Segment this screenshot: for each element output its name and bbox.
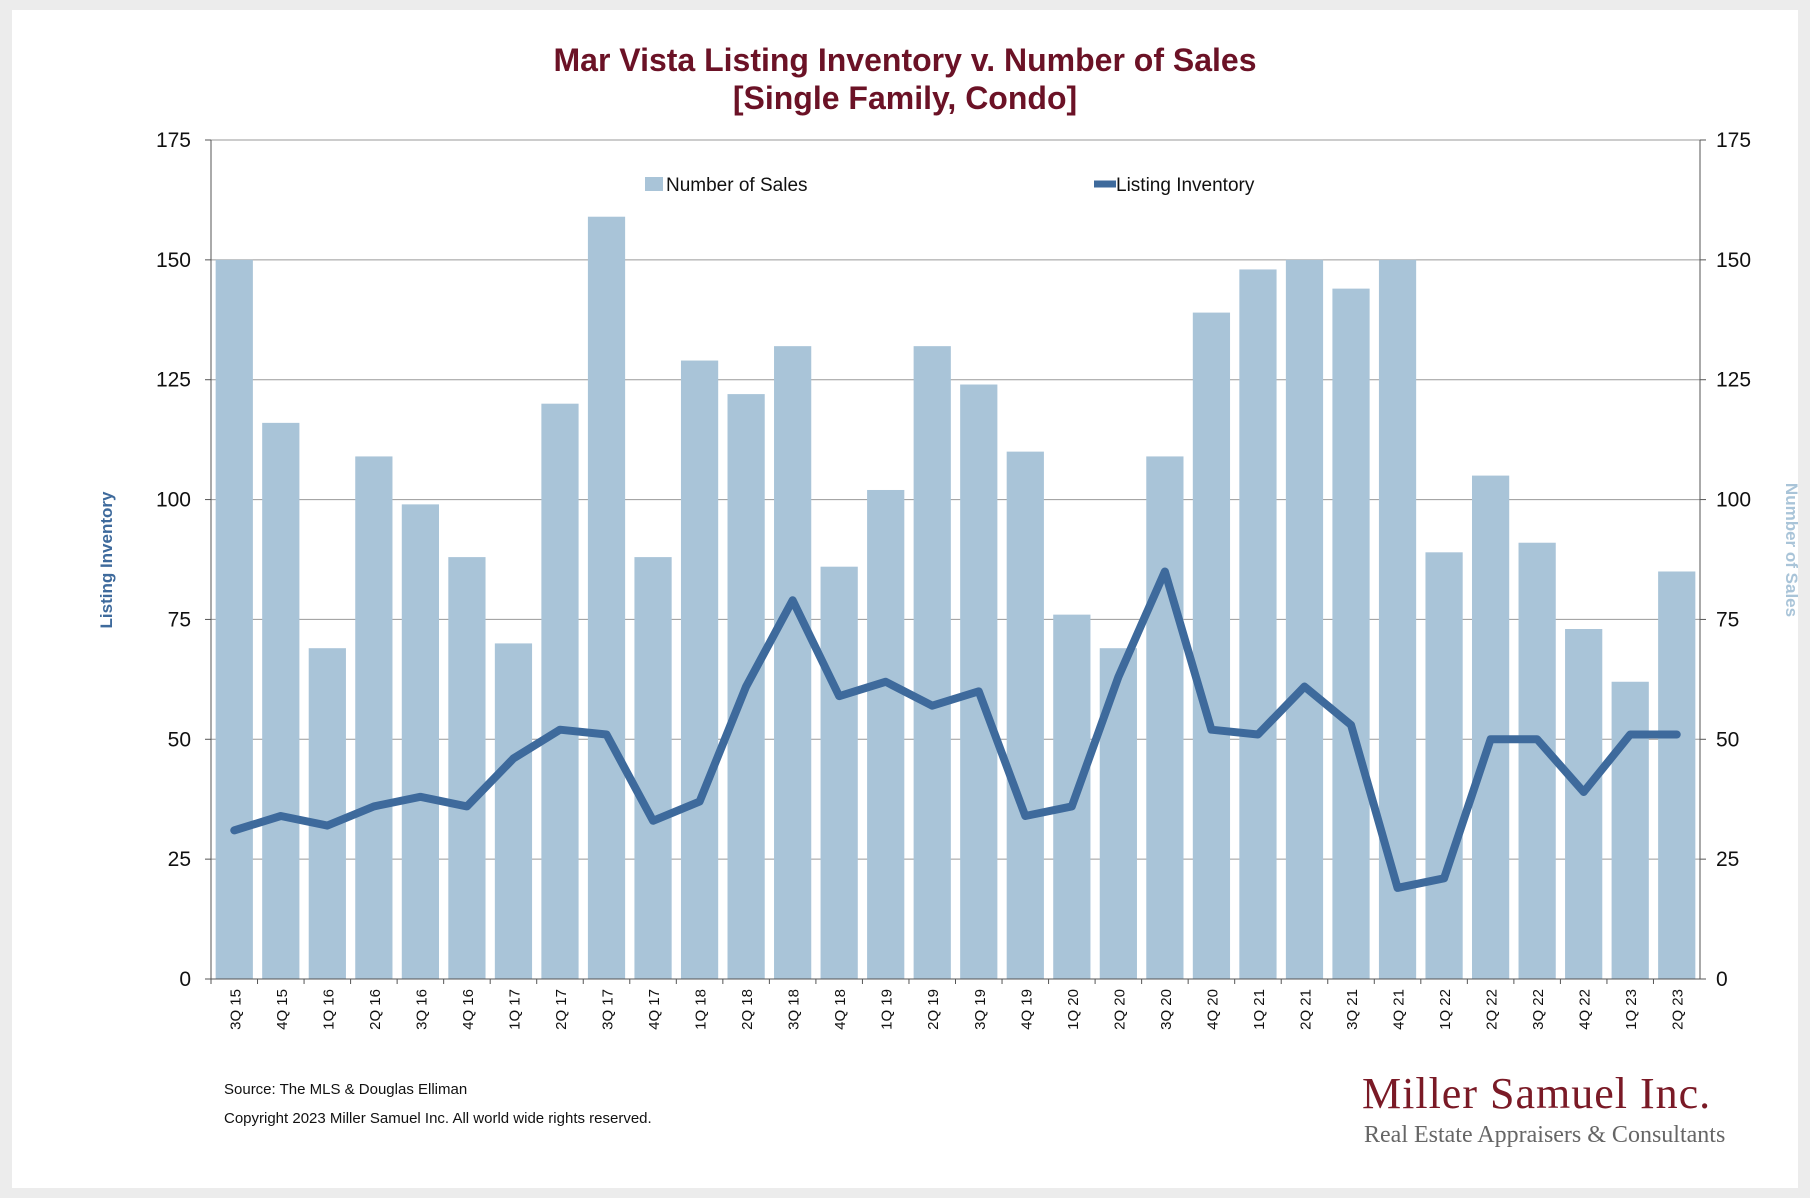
x-tick-label: 4Q 17: [646, 989, 663, 1030]
x-tick-label: 1Q 17: [506, 989, 523, 1030]
sales-bar: [1146, 456, 1184, 979]
sales-bar: [355, 456, 393, 979]
legend-sales-label: Number of Sales: [666, 175, 808, 196]
x-tick-label: 4Q 19: [1018, 989, 1035, 1030]
legend-sales-swatch: [645, 177, 663, 191]
x-tick-label: 2Q 16: [367, 989, 384, 1030]
inventory-line: [230, 567, 1681, 892]
sales-bar: [1658, 571, 1696, 979]
x-tick-label: 1Q 19: [879, 989, 896, 1030]
x-tick-label: 4Q 21: [1391, 989, 1408, 1030]
x-tick-label: 4Q 15: [274, 989, 291, 1030]
sales-bar: [448, 557, 486, 979]
x-tick-label: 2Q 19: [925, 989, 942, 1030]
x-tick-label: 2Q 17: [553, 989, 570, 1030]
right-tick-label: 175: [1716, 129, 1751, 152]
right-tick-label: 75: [1716, 608, 1739, 631]
x-tick-label: 3Q 15: [227, 989, 244, 1030]
sales-bar: [1518, 542, 1556, 979]
x-tick-label: 2Q 22: [1484, 989, 1501, 1030]
right-tick-label: 25: [1716, 848, 1739, 871]
left-tick-label: 175: [156, 129, 191, 152]
sales-bar: [634, 557, 672, 979]
x-tick-label: 3Q 18: [786, 989, 803, 1030]
x-tick-label: 3Q 20: [1158, 989, 1175, 1030]
x-tick-label: 1Q 18: [693, 989, 710, 1030]
right-tick-label: 0: [1716, 968, 1728, 991]
right-tick-label: 150: [1716, 249, 1751, 272]
left-tick-label: 150: [156, 249, 191, 272]
sales-bar: [1239, 269, 1277, 980]
sales-bar: [913, 346, 951, 979]
chart-subtitle: [Single Family, Condo]: [732, 80, 1078, 116]
sales-bar: [960, 384, 998, 980]
legend-inventory-label: Listing Inventory: [1116, 175, 1255, 196]
sales-bar: [1378, 259, 1417, 979]
left-tick-label: 75: [168, 608, 191, 631]
sales-bar: [867, 489, 905, 979]
right-tick-label: 125: [1716, 369, 1751, 392]
sales-bar: [680, 360, 719, 980]
sales-bar: [1006, 451, 1044, 980]
sales-bar: [1611, 681, 1649, 979]
sales-bar: [774, 346, 812, 979]
right-tick-label: 100: [1716, 489, 1751, 512]
x-tick-label: 1Q 16: [320, 989, 337, 1030]
sales-bar: [401, 504, 440, 979]
x-tick-label: 2Q 20: [1111, 989, 1128, 1030]
x-tick-label: 1Q 22: [1437, 989, 1454, 1030]
sales-bar: [215, 259, 253, 979]
x-tick-label: 4Q 20: [1204, 989, 1221, 1030]
y-axis-title: Listing Inventory: [97, 491, 116, 629]
left-tick-label: 0: [179, 968, 191, 991]
sales-bar: [541, 403, 579, 980]
sales-bar: [1471, 475, 1510, 979]
x-tick-label: 3Q 17: [600, 989, 617, 1030]
left-tick-label: 100: [156, 489, 191, 512]
x-tick-label: 3Q 21: [1344, 989, 1361, 1030]
x-tick-label: 2Q 23: [1670, 989, 1687, 1030]
copyright-note: Copyright 2023 Miller Samuel Inc. All wo…: [224, 1110, 652, 1127]
sales-bar: [587, 216, 626, 980]
source-note: Source: The MLS & Douglas Elliman: [224, 1081, 468, 1098]
x-tick-label: 4Q 18: [832, 989, 849, 1030]
left-tick-label: 125: [156, 369, 191, 392]
y2-axis-title: Number of Sales: [1782, 483, 1801, 617]
company-tagline: Real Estate Appraisers & Consultants: [1364, 1122, 1726, 1148]
x-tick-label: 4Q 16: [460, 989, 477, 1030]
sales-bar: [1285, 259, 1324, 979]
sales-bar: [1099, 648, 1137, 979]
sales-bar: [1192, 312, 1231, 979]
x-tick-label: 3Q 22: [1530, 989, 1547, 1030]
x-tick-label: 4Q 22: [1577, 989, 1594, 1030]
sales-bar: [1425, 552, 1463, 979]
sales-bar: [820, 566, 858, 979]
x-tick-label: 2Q 18: [739, 989, 756, 1030]
x-tick-label: 2Q 21: [1297, 989, 1314, 1030]
x-tick-label: 3Q 19: [972, 989, 989, 1030]
sales-bar: [308, 648, 346, 979]
right-tick-label: 50: [1716, 728, 1739, 751]
sales-bar: [1565, 629, 1603, 979]
left-tick-label: 50: [168, 728, 191, 751]
x-tick-label: 3Q 16: [413, 989, 430, 1030]
x-tick-label: 1Q 21: [1251, 989, 1268, 1030]
sales-bar: [494, 643, 533, 979]
company-logo: Miller Samuel Inc.: [1362, 1069, 1712, 1118]
sales-bar: [262, 422, 300, 979]
left-tick-label: 25: [168, 848, 191, 871]
sales-bar: [1332, 288, 1370, 979]
x-tick-label: 1Q 23: [1623, 989, 1640, 1030]
x-tick-label: 1Q 20: [1065, 989, 1082, 1030]
chart-title: Mar Vista Listing Inventory v. Number of…: [553, 42, 1257, 78]
